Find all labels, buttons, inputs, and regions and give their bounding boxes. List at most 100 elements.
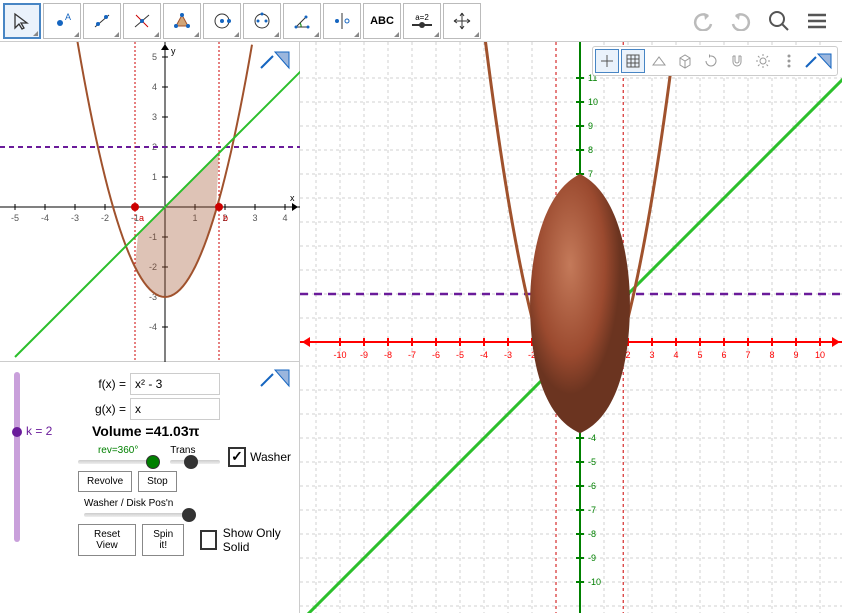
svg-text:-9: -9 bbox=[588, 553, 596, 563]
settings-icon[interactable] bbox=[751, 49, 775, 73]
svg-text:-7: -7 bbox=[408, 350, 416, 360]
svg-text:5: 5 bbox=[697, 350, 702, 360]
polygon-tool[interactable] bbox=[163, 3, 201, 39]
svg-text:10: 10 bbox=[588, 97, 598, 107]
svg-text:-3: -3 bbox=[504, 350, 512, 360]
f-label: f(x) = bbox=[78, 377, 126, 391]
perpendicular-tool[interactable] bbox=[123, 3, 161, 39]
main-area: -5-4-3-2-11234-4-3-2-112345xyab k = 2 f(… bbox=[0, 42, 842, 613]
svg-text:x: x bbox=[290, 193, 295, 203]
move-view-tool[interactable] bbox=[443, 3, 481, 39]
svg-text:-2: -2 bbox=[101, 213, 109, 223]
svg-text:6: 6 bbox=[721, 350, 726, 360]
svg-text:9: 9 bbox=[588, 121, 593, 131]
svg-text:y: y bbox=[171, 46, 176, 56]
f-input[interactable] bbox=[130, 373, 220, 395]
cube-icon[interactable] bbox=[673, 49, 697, 73]
svg-text:-5: -5 bbox=[588, 457, 596, 467]
k-slider-knob[interactable] bbox=[12, 427, 22, 437]
main-toolbar: A ABC a=2 bbox=[0, 0, 842, 42]
svg-text:9: 9 bbox=[793, 350, 798, 360]
svg-text:-6: -6 bbox=[588, 481, 596, 491]
svg-text:-8: -8 bbox=[384, 350, 392, 360]
k-slider[interactable] bbox=[14, 372, 20, 542]
svg-text:-7: -7 bbox=[588, 505, 596, 515]
rev-slider-knob[interactable] bbox=[146, 455, 160, 469]
svg-text:b: b bbox=[223, 213, 228, 223]
trans-label: Trans bbox=[170, 445, 224, 456]
undo-icon[interactable] bbox=[688, 6, 718, 36]
rev-slider[interactable] bbox=[78, 460, 158, 464]
svg-text:-4: -4 bbox=[588, 433, 596, 443]
view3d-panel[interactable]: -10-9-8-7-6-5-4-3-2-112345678910-10-9-8-… bbox=[300, 42, 842, 613]
svg-text:-4: -4 bbox=[149, 322, 157, 332]
plane-icon[interactable] bbox=[647, 49, 671, 73]
text-tool[interactable]: ABC bbox=[363, 3, 401, 39]
posn-slider-knob[interactable] bbox=[182, 508, 196, 522]
trans-slider-knob[interactable] bbox=[184, 455, 198, 469]
washer-checkbox[interactable]: ✓ bbox=[228, 447, 246, 467]
svg-text:-5: -5 bbox=[11, 213, 19, 223]
reset-view-button[interactable]: Reset View bbox=[78, 524, 136, 556]
spin-button[interactable]: Spin it! bbox=[142, 524, 184, 556]
svg-text:-10: -10 bbox=[588, 577, 601, 587]
svg-text:8: 8 bbox=[588, 145, 593, 155]
show-solid-label: Show Only Solid bbox=[223, 526, 291, 554]
stop-button[interactable]: Stop bbox=[138, 471, 177, 492]
rotate-icon[interactable] bbox=[699, 49, 723, 73]
svg-text:3: 3 bbox=[152, 112, 157, 122]
angle-tool[interactable] bbox=[283, 3, 321, 39]
trans-slider[interactable] bbox=[170, 460, 220, 464]
menu-icon[interactable] bbox=[802, 6, 832, 36]
graph2d-panel[interactable]: -5-4-3-2-11234-4-3-2-112345xyab bbox=[0, 42, 299, 362]
posn-slider[interactable] bbox=[84, 513, 194, 517]
svg-text:10: 10 bbox=[815, 350, 825, 360]
view3d-toolbar bbox=[592, 46, 838, 76]
grid-toggle-icon[interactable] bbox=[621, 49, 645, 73]
right-toolbar bbox=[688, 6, 840, 36]
style-bar-icon-2[interactable] bbox=[259, 366, 293, 390]
more-icon[interactable] bbox=[777, 49, 801, 73]
k-label: k = 2 bbox=[26, 424, 52, 438]
circle-tool[interactable] bbox=[203, 3, 241, 39]
revolve-button[interactable]: Revolve bbox=[78, 471, 132, 492]
graph2d-svg: -5-4-3-2-11234-4-3-2-112345xyab bbox=[0, 42, 300, 362]
line-tool[interactable] bbox=[83, 3, 121, 39]
g-label: g(x) = bbox=[78, 402, 126, 416]
search-icon[interactable] bbox=[764, 6, 794, 36]
svg-text:1: 1 bbox=[152, 172, 157, 182]
g-input[interactable] bbox=[130, 398, 220, 420]
text-tool-label: ABC bbox=[370, 15, 394, 27]
style-bar-icon[interactable] bbox=[259, 48, 293, 72]
slider-tool[interactable]: a=2 bbox=[403, 3, 441, 39]
svg-text:-8: -8 bbox=[588, 529, 596, 539]
ellipse-tool[interactable] bbox=[243, 3, 281, 39]
svg-text:5: 5 bbox=[152, 52, 157, 62]
snap-icon[interactable] bbox=[725, 49, 749, 73]
point-tool[interactable]: A bbox=[43, 3, 81, 39]
view3d-svg: -10-9-8-7-6-5-4-3-2-112345678910-10-9-8-… bbox=[300, 42, 842, 613]
svg-text:-4: -4 bbox=[41, 213, 49, 223]
svg-text:4: 4 bbox=[152, 82, 157, 92]
svg-text:7: 7 bbox=[588, 169, 593, 179]
move-tool[interactable] bbox=[3, 3, 41, 39]
axes-toggle-icon[interactable] bbox=[595, 49, 619, 73]
svg-text:-9: -9 bbox=[360, 350, 368, 360]
washer-label: Washer bbox=[250, 450, 291, 464]
svg-text:-6: -6 bbox=[432, 350, 440, 360]
svg-text:8: 8 bbox=[769, 350, 774, 360]
rev-label: rev=360° bbox=[78, 445, 158, 456]
reflect-tool[interactable] bbox=[323, 3, 361, 39]
svg-text:-4: -4 bbox=[480, 350, 488, 360]
svg-text:3: 3 bbox=[252, 213, 257, 223]
left-column: -5-4-3-2-11234-4-3-2-112345xyab k = 2 f(… bbox=[0, 42, 300, 613]
svg-text:-10: -10 bbox=[333, 350, 346, 360]
svg-text:-5: -5 bbox=[456, 350, 464, 360]
svg-text:4: 4 bbox=[282, 213, 287, 223]
show-solid-checkbox[interactable] bbox=[200, 530, 216, 550]
control-panel: k = 2 f(x) = g(x) = Volume =41.03π rev=3… bbox=[0, 362, 299, 613]
svg-text:A: A bbox=[65, 12, 71, 22]
svg-text:7: 7 bbox=[745, 350, 750, 360]
style-icon-3d[interactable] bbox=[803, 49, 835, 73]
redo-icon[interactable] bbox=[726, 6, 756, 36]
